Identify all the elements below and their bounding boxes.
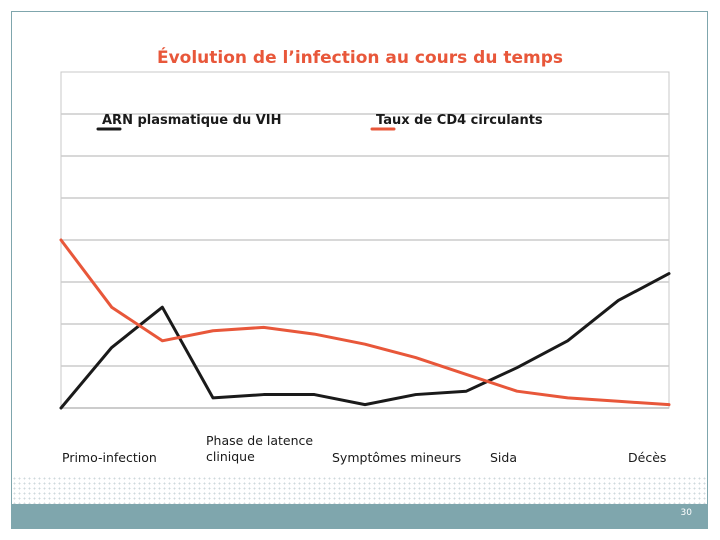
series-line-cd4 [59, 238, 671, 407]
series-line-arn-vih [59, 272, 671, 410]
legend-label: Taux de CD4 circulants [376, 113, 543, 128]
page-number: 30 [680, 508, 692, 518]
category-label-deces: Décès [628, 450, 667, 465]
footer-bar [12, 504, 708, 528]
chart-title: Évolution de l’infection au cours du tem… [156, 48, 564, 68]
slide-border [11, 11, 708, 529]
category-label-primo-infection: Primo-infection [62, 450, 157, 465]
legend-label: ARN plasmatique du VIH [102, 113, 282, 128]
category-label-latence: Phase de latence clinique [206, 433, 314, 464]
category-label-symptomes: Symptômes mineurs [332, 450, 462, 465]
footer-dotted-band [12, 476, 708, 504]
category-label-sida: Sida [490, 450, 518, 465]
